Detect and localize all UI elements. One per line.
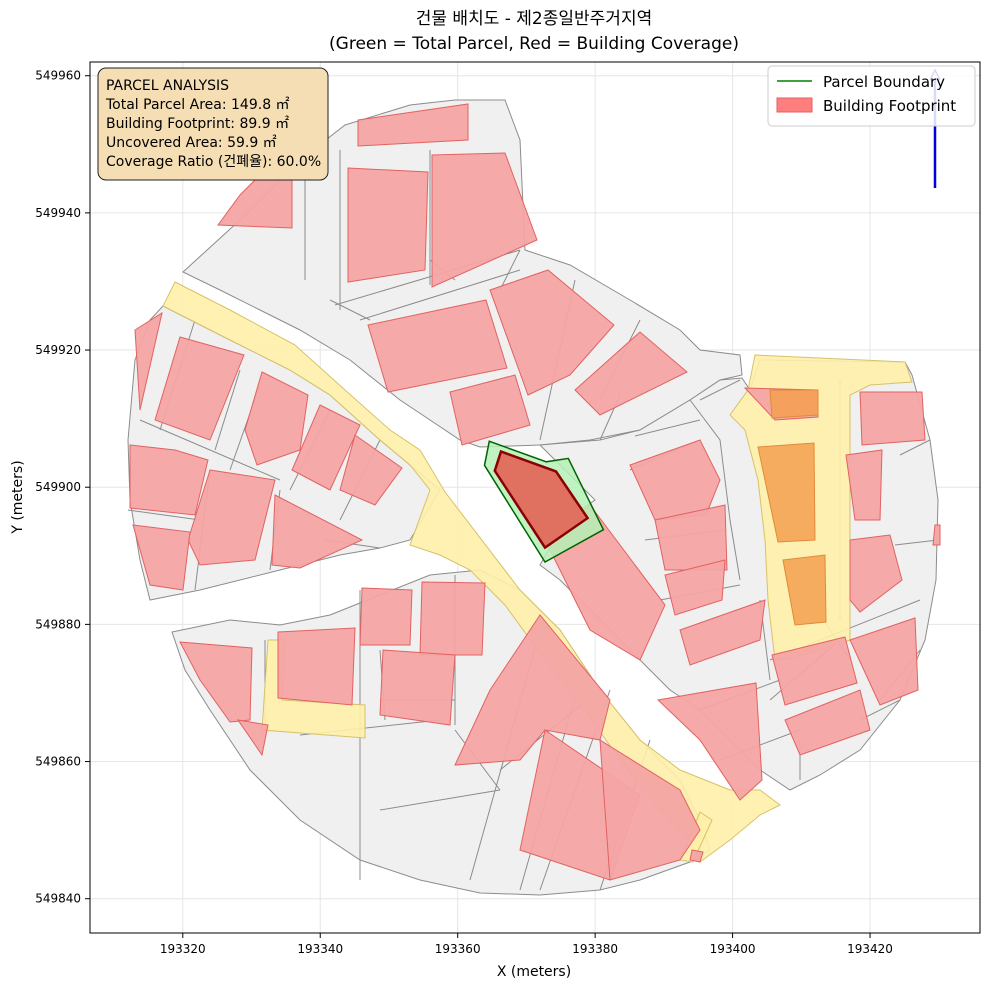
legend-building-footprint-label: Building Footprint [823,97,956,115]
building [849,534,903,613]
building [347,167,429,283]
target-building [493,449,590,550]
legend-parcel-boundary-label: Parcel Boundary [823,73,945,91]
building [679,599,766,666]
figure-title-line-1: 건물 배치도 - 제2종일반주거지역 [416,9,652,29]
axis-ticks: 193320 193340 193360 193380 193400 193420 5498… [35,69,893,956]
x-tick-label: 193420 [847,942,893,956]
building [449,374,531,446]
legend-building-footprint-swatch [776,97,813,113]
building [489,269,615,396]
building [859,391,926,446]
map-layer [127,68,941,896]
building [664,559,726,616]
building [367,299,508,393]
x-tick-label: 193340 [297,942,343,956]
y-tick-label: 549840 [35,892,81,906]
building-road-overlaps [757,389,827,626]
building [132,524,191,591]
y-tick-label: 549960 [35,69,81,83]
x-tick-label: 193400 [710,942,756,956]
building [129,444,209,516]
x-tick-label: 193320 [160,942,206,956]
info-heading: PARCEL ANALYSIS [106,78,229,94]
building [291,404,361,491]
building [431,152,538,288]
y-tick-label: 549940 [35,206,81,220]
y-tick-label: 549880 [35,617,81,631]
building [134,311,163,411]
info-uncovered-area: Uncovered Area: 59.9 ㎡ [106,135,277,151]
building [187,469,276,566]
building [849,617,919,706]
info-box-background [97,67,329,181]
y-tick-label: 549860 [35,755,81,769]
building [419,581,486,656]
y-tick-label: 549920 [35,343,81,357]
building [154,336,245,441]
building [271,494,364,569]
building [359,587,413,646]
building [236,719,269,757]
building [339,434,403,506]
overlap-building [782,554,827,626]
building [689,849,704,863]
legend: Parcel Boundary Building Footprint [767,65,976,127]
building [771,636,858,706]
legend-frame [767,65,976,127]
x-axis-label: X (meters) [497,964,571,980]
y-tick-label: 549900 [35,480,81,494]
overlap-building [757,442,816,543]
x-tick-label: 193380 [572,942,618,956]
info-coverage-ratio: Coverage Ratio (건폐율): 60.0% [106,154,321,170]
building [357,103,469,147]
plot-frame [89,61,981,934]
building [574,331,688,416]
info-building-footprint: Building Footprint: 89.9 ㎡ [106,116,289,132]
building [277,627,356,706]
parcel-analysis-box: PARCEL ANALYSIS Total Parcel Area: 149.8… [97,67,329,181]
building [845,449,883,521]
building [656,682,763,801]
x-tick-label: 193360 [435,942,481,956]
building [654,504,728,571]
building [629,439,721,521]
building [599,739,701,881]
y-axis-label: Y (meters) [10,460,26,534]
building [784,689,871,756]
overlap-building [769,389,819,419]
building [932,524,941,546]
building [454,614,611,766]
figure-title-line-2: (Green = Total Parcel, Red = Building Co… [329,34,739,54]
info-total-parcel-area: Total Parcel Area: 149.8 ㎡ [105,97,290,113]
building [379,649,456,726]
building [244,371,309,466]
buildings [129,103,941,881]
